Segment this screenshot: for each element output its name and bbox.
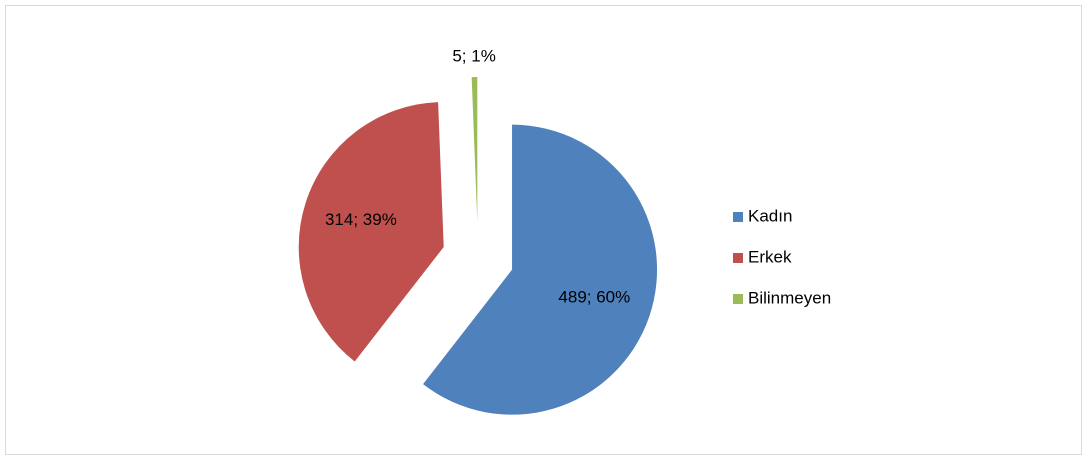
data-label: 5; 1% [452,47,495,66]
data-label: 314; 39% [325,210,397,229]
legend-swatch [733,253,743,263]
legend-label: Kadın [748,206,792,225]
legend-swatch [733,294,743,304]
legend-swatch [733,212,743,222]
pie-slice [423,124,658,415]
legend-label: Erkek [748,247,792,266]
data-label: 489; 60% [558,287,630,306]
legend-label: Bilinmeyen [748,288,831,307]
pie-slice [298,102,444,362]
pie-slice [471,77,478,223]
